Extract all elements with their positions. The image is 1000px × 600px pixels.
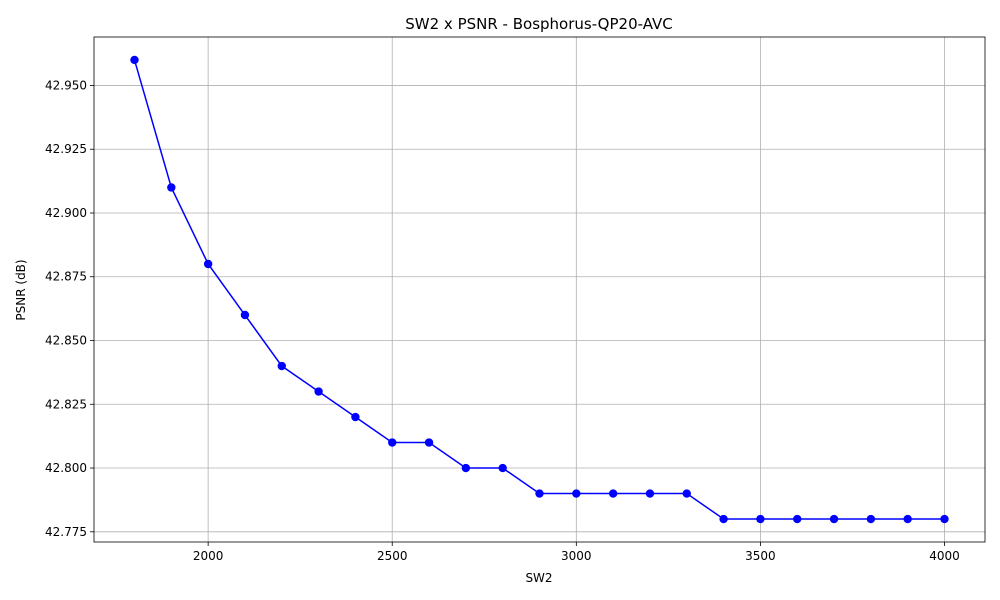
data-point — [461, 463, 471, 473]
data-point — [572, 489, 581, 498]
data-point — [756, 514, 765, 524]
y-tick-label: 42.925 — [45, 142, 87, 156]
data-point — [388, 438, 397, 447]
data-point — [314, 387, 323, 396]
data-point — [535, 489, 544, 498]
data-point — [424, 438, 434, 447]
data-point — [682, 489, 691, 498]
chart-title: SW2 x PSNR - Bosphorus-QP20-AVC — [405, 15, 672, 33]
series-layer — [130, 55, 949, 524]
data-point — [940, 514, 949, 524]
y-tick-label: 42.775 — [45, 525, 87, 539]
data-point — [608, 489, 618, 498]
y-tick-label: 42.875 — [45, 270, 87, 284]
data-point — [351, 412, 360, 422]
plot-frame — [93, 36, 986, 543]
data-point — [793, 514, 802, 524]
y-tick-label: 42.950 — [45, 78, 87, 92]
x-tick-label: 4000 — [929, 549, 960, 563]
tick-labels: 2000 2500 3000 3500 4000 42.775 42.800 42.825 42… — [45, 78, 960, 563]
axes — [90, 36, 986, 546]
data-point — [130, 55, 139, 65]
data-point — [203, 259, 213, 269]
data-point — [829, 514, 839, 524]
x-tick-label: 3500 — [745, 549, 776, 563]
data-point — [167, 183, 176, 192]
y-axis-label: PSNR (dB) — [14, 259, 28, 320]
x-tick-label: 3000 — [561, 549, 592, 563]
x-tick-label: 2500 — [377, 549, 408, 563]
data-point — [903, 514, 912, 524]
y-tick-label: 42.825 — [45, 397, 87, 411]
y-tick-label: 42.900 — [45, 206, 87, 220]
x-tick-label: 2000 — [193, 549, 224, 563]
y-tick-label: 42.850 — [45, 334, 87, 348]
x-axis-label: SW2 — [525, 571, 552, 585]
data-point — [719, 514, 728, 524]
data-point — [866, 514, 876, 524]
y-tick-label: 42.800 — [45, 461, 87, 475]
data-point — [645, 489, 655, 498]
data-point — [240, 310, 250, 320]
grid — [94, 37, 985, 542]
data-point — [498, 463, 507, 473]
data-point — [277, 361, 286, 371]
